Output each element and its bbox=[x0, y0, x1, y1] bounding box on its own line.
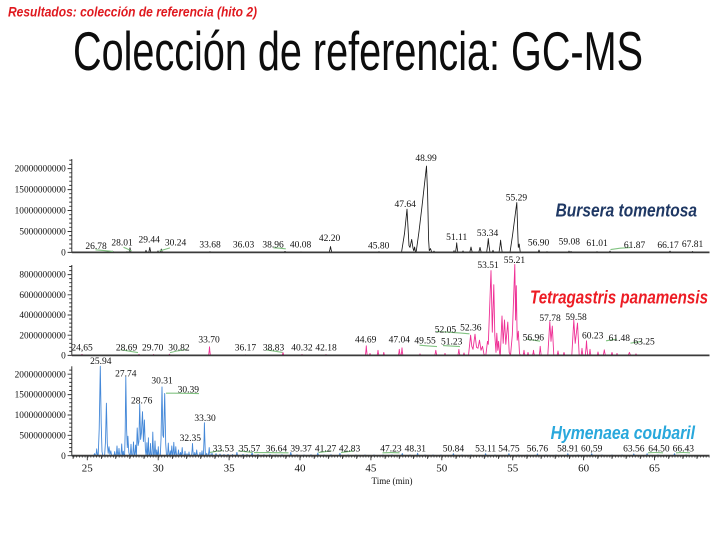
svg-text:45.80: 45.80 bbox=[368, 241, 390, 251]
svg-text:52.36: 52.36 bbox=[460, 323, 482, 333]
svg-text:33.53: 33.53 bbox=[213, 444, 235, 454]
svg-text:35.57: 35.57 bbox=[239, 445, 261, 455]
svg-text:56.90: 56.90 bbox=[528, 238, 550, 248]
svg-text:40: 40 bbox=[295, 463, 307, 475]
svg-text:57.78: 57.78 bbox=[539, 314, 561, 324]
svg-text:5000000000: 5000000000 bbox=[19, 431, 66, 441]
svg-text:45: 45 bbox=[365, 463, 377, 475]
svg-text:40.08: 40.08 bbox=[290, 241, 312, 251]
svg-text:Resultados: colección de refer: Resultados: colección de referencia (hit… bbox=[8, 3, 257, 19]
svg-text:20000000000: 20000000000 bbox=[15, 165, 66, 175]
svg-text:50: 50 bbox=[436, 463, 448, 475]
svg-text:67.81: 67.81 bbox=[682, 240, 704, 250]
svg-text:39.37: 39.37 bbox=[290, 445, 312, 455]
svg-text:0: 0 bbox=[61, 452, 66, 462]
svg-text:66.43: 66.43 bbox=[673, 445, 695, 455]
svg-text:52.05: 52.05 bbox=[435, 326, 457, 336]
svg-text:2000000000: 2000000000 bbox=[19, 331, 66, 341]
svg-text:61.01: 61.01 bbox=[586, 239, 608, 249]
svg-text:33.30: 33.30 bbox=[194, 414, 216, 424]
svg-text:Time (min): Time (min) bbox=[372, 476, 413, 486]
svg-text:Colección de referencia: GC-MS: Colección de referencia: GC-MS bbox=[73, 20, 643, 82]
svg-text:28.69: 28.69 bbox=[116, 343, 138, 353]
svg-text:51.11: 51.11 bbox=[446, 233, 467, 243]
svg-text:59.58: 59.58 bbox=[565, 313, 587, 323]
svg-text:30.39: 30.39 bbox=[178, 386, 200, 396]
svg-text:66.17: 66.17 bbox=[657, 241, 679, 251]
svg-text:0: 0 bbox=[61, 352, 66, 362]
svg-text:53.34: 53.34 bbox=[477, 229, 499, 239]
svg-text:36.03: 36.03 bbox=[233, 241, 255, 251]
svg-text:15000000000: 15000000000 bbox=[15, 391, 66, 401]
svg-text:24,65: 24,65 bbox=[71, 343, 93, 353]
svg-text:29.44: 29.44 bbox=[139, 236, 161, 246]
svg-text:60: 60 bbox=[578, 463, 590, 475]
svg-text:20000000000: 20000000000 bbox=[15, 370, 66, 380]
svg-text:28.76: 28.76 bbox=[131, 397, 153, 407]
svg-text:44.69: 44.69 bbox=[355, 336, 377, 346]
svg-text:30: 30 bbox=[153, 463, 165, 475]
svg-text:47.64: 47.64 bbox=[395, 200, 417, 210]
svg-text:Hymenaea coubaril: Hymenaea coubaril bbox=[551, 422, 696, 443]
svg-text:53.51: 53.51 bbox=[477, 261, 499, 271]
svg-text:56.96: 56.96 bbox=[523, 333, 545, 343]
svg-text:60.23: 60.23 bbox=[582, 331, 604, 341]
svg-text:61.87: 61.87 bbox=[624, 241, 646, 251]
svg-text:15000000000: 15000000000 bbox=[15, 186, 66, 196]
svg-text:25.94: 25.94 bbox=[90, 357, 112, 367]
svg-text:42.18: 42.18 bbox=[315, 343, 337, 353]
svg-text:0: 0 bbox=[61, 249, 66, 259]
svg-text:48.99: 48.99 bbox=[415, 154, 437, 164]
svg-text:33.68: 33.68 bbox=[199, 241, 221, 251]
svg-text:28.01: 28.01 bbox=[111, 239, 133, 249]
svg-text:33.70: 33.70 bbox=[198, 335, 220, 345]
svg-text:50.84: 50.84 bbox=[443, 445, 465, 455]
svg-text:55.21: 55.21 bbox=[504, 256, 526, 266]
svg-text:30.31: 30.31 bbox=[151, 376, 173, 386]
svg-text:4000000000: 4000000000 bbox=[19, 311, 66, 321]
svg-text:Tetragastris panamensis: Tetragastris panamensis bbox=[530, 287, 708, 308]
svg-text:47.23: 47.23 bbox=[380, 445, 402, 455]
svg-text:60,59: 60,59 bbox=[581, 445, 603, 455]
svg-text:61.48: 61.48 bbox=[609, 334, 631, 344]
svg-text:48.31: 48.31 bbox=[405, 445, 427, 455]
svg-text:54.75: 54.75 bbox=[498, 445, 520, 455]
svg-text:30.24: 30.24 bbox=[165, 239, 187, 249]
svg-text:32.35: 32.35 bbox=[180, 434, 202, 444]
svg-text:35: 35 bbox=[224, 463, 236, 475]
svg-text:64.50: 64.50 bbox=[648, 445, 670, 455]
svg-text:30.82: 30.82 bbox=[168, 343, 190, 353]
svg-text:27.74: 27.74 bbox=[115, 369, 137, 379]
svg-text:6000000000: 6000000000 bbox=[19, 291, 66, 301]
svg-text:Bursera tomentosa: Bursera tomentosa bbox=[556, 200, 697, 221]
svg-text:40.32: 40.32 bbox=[291, 343, 313, 353]
svg-text:47.04: 47.04 bbox=[389, 336, 411, 346]
svg-text:36.17: 36.17 bbox=[235, 343, 257, 353]
svg-text:8000000000: 8000000000 bbox=[19, 271, 66, 281]
svg-text:42.83: 42.83 bbox=[339, 445, 361, 455]
svg-text:49.55: 49.55 bbox=[414, 337, 436, 347]
svg-text:25: 25 bbox=[82, 463, 94, 475]
svg-text:65: 65 bbox=[649, 463, 661, 475]
svg-text:63.56: 63.56 bbox=[623, 445, 645, 455]
svg-text:51.23: 51.23 bbox=[441, 338, 463, 348]
svg-text:53.11: 53.11 bbox=[475, 445, 496, 455]
svg-text:63.25: 63.25 bbox=[633, 337, 655, 347]
svg-text:58.91: 58.91 bbox=[557, 445, 579, 455]
svg-text:56.76: 56.76 bbox=[527, 445, 549, 455]
svg-text:55: 55 bbox=[507, 463, 519, 475]
svg-text:5000000000: 5000000000 bbox=[19, 228, 66, 238]
svg-text:10000000000: 10000000000 bbox=[15, 411, 66, 421]
svg-text:41.27: 41.27 bbox=[315, 445, 337, 455]
svg-text:55.29: 55.29 bbox=[506, 194, 528, 204]
svg-text:36.64: 36.64 bbox=[266, 445, 288, 455]
svg-text:59.08: 59.08 bbox=[559, 238, 581, 248]
svg-text:26.78: 26.78 bbox=[85, 242, 107, 252]
svg-text:38.96: 38.96 bbox=[262, 241, 284, 251]
svg-text:42.20: 42.20 bbox=[319, 234, 341, 244]
svg-text:10000000000: 10000000000 bbox=[15, 207, 66, 217]
svg-text:38.83: 38.83 bbox=[263, 343, 285, 353]
svg-text:29.70: 29.70 bbox=[142, 343, 164, 353]
